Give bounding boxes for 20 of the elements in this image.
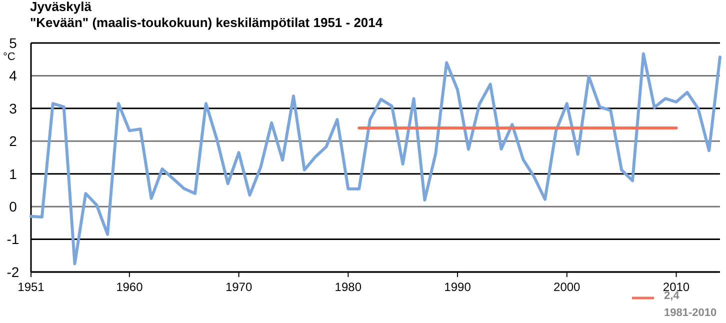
x-tick-label: 2000 [554,280,581,294]
y-tick-label: 1 [9,166,18,182]
x-tick-label: 1960 [116,280,144,294]
y-tick-label: 3 [9,100,18,116]
chart-subtitle: "Kevään" (maalis-toukokuun) keskilämpötilat 1951 - 2014 [30,15,384,30]
y-tick-label: -1 [6,231,20,248]
legend-label: 2,4 [664,290,680,302]
x-tick-label: 1990 [444,280,472,294]
line-series [30,52,722,266]
text: 1981-2010 [664,307,717,319]
y-tick-label: 2 [9,133,18,150]
x-tick-label: 1980 [334,280,362,294]
x-tick-label: 1951 [18,280,45,294]
y-tick-label: 0 [9,198,18,214]
y-tick-label: 5 [9,34,18,51]
y-tick-label: -2 [6,264,20,280]
y-axis-title: °C [3,51,16,63]
y-tick-label: 4 [9,68,18,84]
x-tick-label: 1970 [225,280,252,294]
chart-title: Jyväskylä [30,0,92,14]
